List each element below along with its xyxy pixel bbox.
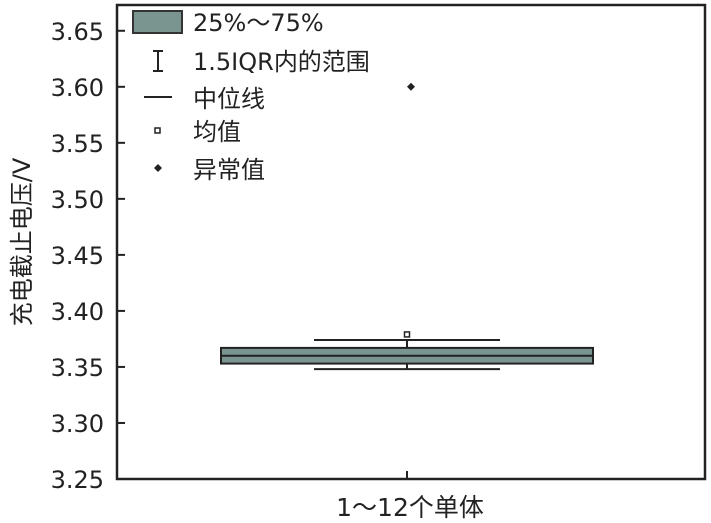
y-tick-label: 3.55 [51,130,104,158]
y-tick-label: 3.65 [51,18,104,46]
y-axis-label: 充电截止电压/V [8,157,36,326]
outlier-marker [407,82,415,91]
legend-label-range: 1.5IQR内的范围 [193,48,370,76]
mean-marker [403,331,411,338]
legend-mean-icon [154,127,161,134]
y-tick-label: 3.35 [51,354,104,382]
y-tick-label: 3.50 [51,186,104,214]
x-tick-label: 1～12个单体 [336,493,484,522]
y-tick-label: 3.40 [51,298,104,326]
legend-label-outlier: 异常值 [193,156,265,184]
legend-label-mean: 均值 [193,118,241,146]
legend-outlier-icon [154,164,162,172]
legend-label-iqr: 25%～75% [193,9,324,37]
y-tick-label: 3.30 [51,410,104,438]
legend-label-median: 中位线 [193,85,265,113]
legend-box-swatch [132,10,183,34]
legend: 25%～75% 1.5IQR内的范围 中位线 均值 异常值 [132,9,370,184]
y-tick-label: 3.45 [51,242,104,270]
y-tick-label: 3.25 [51,466,104,494]
plot-frame [115,3,707,481]
legend-whisker-icon [153,50,163,72]
y-tick-label: 3.60 [51,74,104,102]
